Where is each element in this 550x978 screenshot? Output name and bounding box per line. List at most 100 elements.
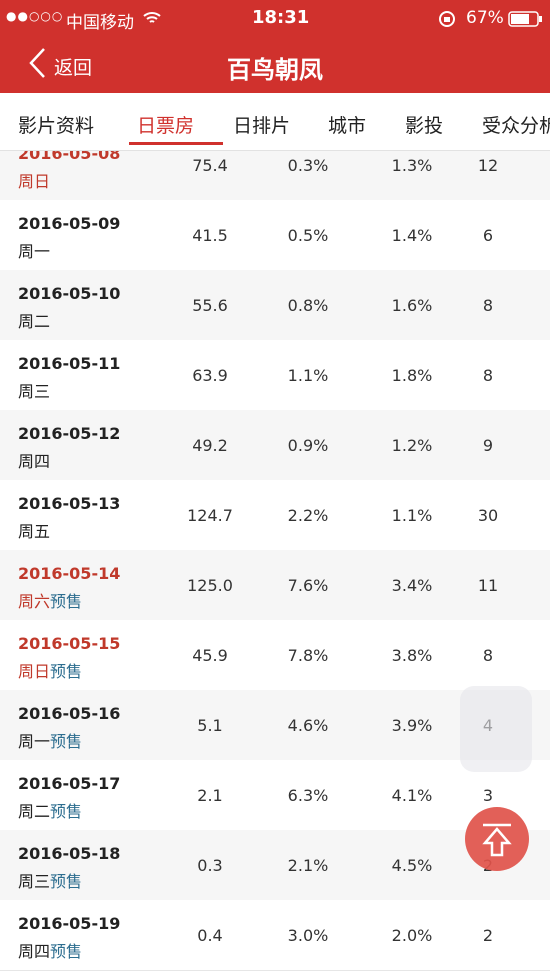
table-row: 2016-05-13 周五 124.7 2.2% 1.1% 30 xyxy=(0,480,550,551)
weekday-line: 周四 xyxy=(18,448,50,472)
date: 2016-05-14 xyxy=(18,564,121,583)
cell-box: 124.7 xyxy=(187,506,233,525)
cell-count: 9 xyxy=(482,436,494,455)
cell-share: 4.6% xyxy=(287,716,329,735)
cell-box: 41.5 xyxy=(192,226,228,245)
cell-box: 75.4 xyxy=(192,156,228,175)
cell-count: 11 xyxy=(477,576,499,595)
presale-tag: 预售 xyxy=(50,872,83,891)
cell-ratio: 3.4% xyxy=(391,576,433,595)
cell-box: 45.9 xyxy=(192,646,228,665)
back-button[interactable]: 返回 xyxy=(54,57,93,79)
table-row: 2016-05-10 周二 55.6 0.8% 1.6% 8 xyxy=(0,270,550,341)
table-row: 2016-05-14 周六预售 125.0 7.6% 3.4% 11 xyxy=(0,550,550,621)
cell-count: 8 xyxy=(482,366,494,385)
weekday: 周一 xyxy=(18,732,51,751)
back-arrow[interactable] xyxy=(26,46,48,80)
date: 2016-05-12 xyxy=(18,424,121,443)
floating-panel xyxy=(460,686,532,772)
scroll-top-button[interactable] xyxy=(463,805,531,873)
cell-count: 30 xyxy=(477,506,499,525)
date: 2016-05-08 xyxy=(18,150,121,163)
date: 2016-05-15 xyxy=(18,634,121,653)
tab[interactable]: 影投 xyxy=(405,115,444,137)
signal: ●●○○○ xyxy=(6,9,64,23)
date: 2016-05-16 xyxy=(18,704,121,723)
cell-share: 2.1% xyxy=(287,856,329,875)
weekday: 周六 xyxy=(18,592,51,611)
table-row: 2016-05-08 周日 75.4 0.3% 1.3% 12 xyxy=(0,150,550,201)
weekday: 周二 xyxy=(18,312,51,331)
cell-share: 1.1% xyxy=(287,366,329,385)
tab[interactable]: 日排片 xyxy=(233,115,291,137)
cell-box: 55.6 xyxy=(192,296,228,315)
weekday: 周二 xyxy=(18,802,51,821)
cell-share: 7.8% xyxy=(287,646,329,665)
tab[interactable]: 影片资料 xyxy=(18,115,95,137)
weekday-line: 周四预售 xyxy=(18,938,82,962)
tab[interactable]: 城市 xyxy=(328,115,367,137)
weekday: 周一 xyxy=(18,242,51,261)
weekday-line: 周一预售 xyxy=(18,728,82,752)
weekday-line: 周一 xyxy=(18,238,50,262)
battery-level: 67% xyxy=(466,8,504,28)
cell-ratio: 1.3% xyxy=(391,156,433,175)
box-office-table: 2016-05-08 周日 75.4 0.3% 1.3% 12 2016-05-09 周一 41… xyxy=(0,150,550,978)
tab[interactable]: 日票房 xyxy=(137,115,195,137)
weekday-line: 周三预售 xyxy=(18,868,82,892)
cell-count: 2 xyxy=(482,926,494,945)
cell-ratio: 1.4% xyxy=(391,226,433,245)
cell-share: 2.2% xyxy=(287,506,329,525)
cell-ratio: 4.5% xyxy=(391,856,433,875)
weekday-line: 周日 xyxy=(18,168,50,192)
cell-box: 2.1 xyxy=(197,786,223,805)
clock: 18:31 xyxy=(252,7,310,28)
cell-ratio: 1.1% xyxy=(391,506,433,525)
nav-title: 百鸟朝凤 xyxy=(227,56,323,84)
cell-box: 63.9 xyxy=(192,366,228,385)
cell-box: 49.2 xyxy=(192,436,228,455)
cell-box: 5.1 xyxy=(197,716,223,735)
tab-bar: 影片资料 日票房 日排片 城市 影投 受众分析 xyxy=(0,93,550,151)
weekday-line: 周五 xyxy=(18,518,50,542)
cell-share: 3.0% xyxy=(287,926,329,945)
cell-ratio: 2.0% xyxy=(391,926,433,945)
cell-count: 8 xyxy=(482,296,494,315)
weekday: 周日 xyxy=(18,662,51,681)
date: 2016-05-18 xyxy=(18,844,121,863)
battery-icon xyxy=(508,11,542,27)
table-row: 2016-05-12 周四 49.2 0.9% 1.2% 9 xyxy=(0,410,550,481)
cell-share: 0.3% xyxy=(287,156,329,175)
tab-indicator xyxy=(129,142,223,145)
weekday: 周五 xyxy=(18,522,51,541)
weekday-line: 周二 xyxy=(18,308,50,332)
presale-tag: 预售 xyxy=(50,942,83,961)
weekday-line: 周日预售 xyxy=(18,658,82,682)
cell-ratio: 1.8% xyxy=(391,366,433,385)
weekday: 周四 xyxy=(18,452,51,471)
cell-share: 0.8% xyxy=(287,296,329,315)
carrier: 中国移动 xyxy=(66,13,134,33)
lock-icon xyxy=(439,11,455,27)
weekday-line: 周三 xyxy=(18,378,50,402)
cell-ratio: 1.2% xyxy=(391,436,433,455)
cell-count: 8 xyxy=(482,646,494,665)
cell-count: 6 xyxy=(482,226,494,245)
date: 2016-05-11 xyxy=(18,354,121,373)
cell-count: 12 xyxy=(477,156,499,175)
wifi-icon xyxy=(143,12,161,23)
presale-tag: 预售 xyxy=(50,732,83,751)
cell-ratio: 1.6% xyxy=(391,296,433,315)
cell-ratio: 4.1% xyxy=(391,786,433,805)
cell-share: 6.3% xyxy=(287,786,329,805)
presale-tag: 预售 xyxy=(50,592,83,611)
cell-share: 0.5% xyxy=(287,226,329,245)
presale-tag: 预售 xyxy=(50,802,83,821)
tab[interactable]: 受众分析 xyxy=(482,115,550,137)
cell-ratio: 3.9% xyxy=(391,716,433,735)
weekday-line: 周二预售 xyxy=(18,798,82,822)
cell-share: 0.9% xyxy=(287,436,329,455)
cell-box: 0.3 xyxy=(197,856,223,875)
presale-tag: 预售 xyxy=(50,662,83,681)
